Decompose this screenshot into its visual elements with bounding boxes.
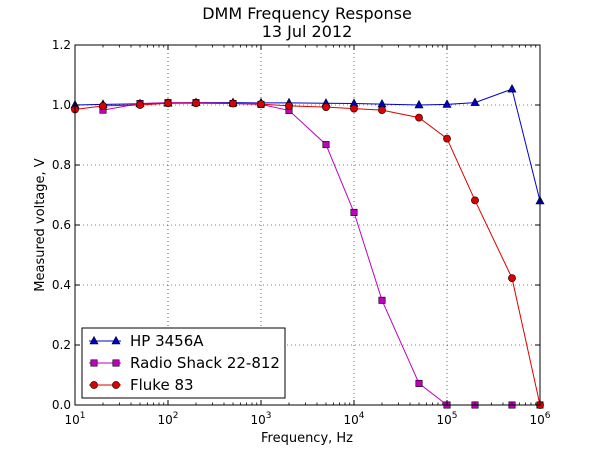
legend-marker — [112, 381, 120, 389]
x-tick-label: 101 — [64, 411, 85, 427]
x-tick-label: 103 — [250, 411, 271, 427]
data-point — [350, 104, 358, 113]
data-point — [285, 102, 293, 110]
y-tick-label: 0.0 — [52, 398, 71, 412]
y-tick-label: 1.0 — [52, 98, 71, 112]
series-line — [74, 102, 541, 406]
x-tick-label: 104 — [343, 411, 364, 427]
y-tick-label: 0.2 — [52, 338, 71, 352]
x-axis-label: Frequency, Hz — [261, 431, 353, 446]
chart-subtitle: 13 Jul 2012 — [262, 22, 353, 41]
data-point — [414, 99, 424, 109]
x-tick-label: 105 — [436, 411, 457, 427]
data-point — [442, 99, 452, 108]
legend-marker — [112, 359, 120, 367]
data-point — [192, 99, 200, 108]
legend-marker — [89, 335, 99, 345]
x-tick-label: 102 — [157, 411, 178, 427]
data-point — [136, 101, 144, 109]
data-point — [443, 134, 451, 143]
data-point — [415, 379, 423, 387]
data-point — [350, 208, 358, 216]
legend-label: Radio Shack 22-812 — [130, 354, 280, 372]
data-point — [471, 196, 479, 205]
y-tick-label: 0.4 — [52, 278, 71, 292]
legend-label: HP 3456A — [130, 332, 204, 350]
legend-marker — [111, 335, 121, 345]
data-point — [99, 102, 107, 110]
chart-title: DMM Frequency Response — [202, 4, 412, 23]
data-point — [378, 296, 386, 304]
data-point — [322, 103, 330, 111]
data-point — [164, 99, 172, 108]
data-point — [470, 97, 480, 106]
y-tick-label: 1.2 — [52, 38, 71, 52]
legend: HP 3456A Radio Shack 22-812 Fluke 83 — [81, 327, 286, 399]
data-point — [508, 274, 516, 282]
y-tick-label: 0.8 — [52, 158, 71, 172]
y-axis-label: Measured voltage, V — [33, 158, 48, 291]
x-tick-label: 106 — [529, 411, 550, 427]
legend-marker — [90, 381, 98, 389]
axis-ticks: 101 102 103 104 105 106 0.0 0.2 0.4 0.6 0.8 1.0 1.2 — [52, 38, 551, 427]
data-point — [507, 83, 517, 93]
y-tick-label: 0.6 — [52, 218, 71, 232]
data-point — [415, 113, 423, 122]
data-point — [322, 141, 330, 149]
legend-marker — [90, 359, 98, 367]
data-point — [229, 99, 237, 108]
data-point — [378, 106, 386, 114]
data-point — [257, 100, 265, 108]
legend-label: Fluke 83 — [130, 376, 194, 394]
